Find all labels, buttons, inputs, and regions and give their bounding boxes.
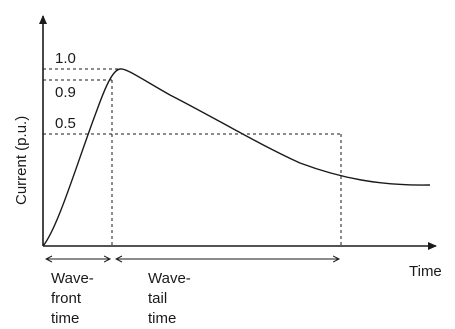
y-axis-label: Current (p.u.) <box>13 116 30 205</box>
wavefront-label-line-1: Wave- <box>51 270 94 287</box>
tick-label-1-0: 1.0 <box>55 50 76 67</box>
tick-label-0-5: 0.5 <box>55 115 76 132</box>
wavetail-label-line-1: Wave- <box>148 270 191 287</box>
x-axis-label: Time <box>409 263 442 280</box>
wavetail-label-line-3: time <box>148 310 176 327</box>
tick-label-0-9: 0.9 <box>55 84 76 101</box>
wavetail-label-line-2: tail <box>148 290 167 307</box>
waveform-curve <box>42 68 431 247</box>
wavefront-label-line-3: time <box>51 310 79 327</box>
wavefront-label-line-2: front <box>51 290 82 307</box>
